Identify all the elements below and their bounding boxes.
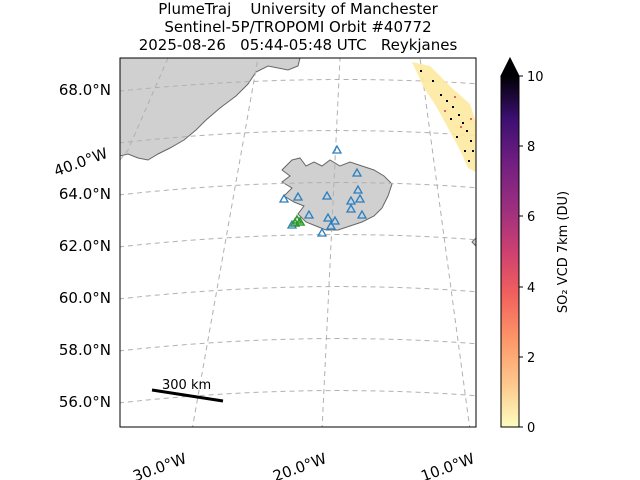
active-volcano-marker <box>289 217 301 227</box>
colorbar-tick: 0 <box>527 421 535 436</box>
active-volcano-marker <box>294 216 306 226</box>
map-frame <box>119 57 477 428</box>
lon-label: 10.0°W <box>418 449 477 480</box>
map-area: 300 km <box>120 58 476 427</box>
volcano-marker <box>354 193 366 203</box>
volcano-marker <box>321 190 333 200</box>
colorbar-tick: 6 <box>527 210 535 225</box>
lat-label: 68.0°N <box>59 81 111 99</box>
volcano-marker <box>303 209 315 219</box>
longitude-gridlines <box>120 58 471 427</box>
volcano-marker <box>356 209 368 219</box>
lat-label: 60.0°N <box>59 289 111 307</box>
lat-label: 62.0°N <box>59 237 111 255</box>
reykjanes-marker <box>289 214 306 227</box>
greenland-landmass <box>120 58 301 161</box>
colorbar-tick: 2 <box>527 351 535 366</box>
volcano-marker <box>322 212 334 222</box>
colorbar-tick: 10 <box>527 70 544 85</box>
figure-title: PlumeTraj University of Manchester Senti… <box>0 0 596 54</box>
lat-label: 64.0°N <box>59 185 111 203</box>
lat-label: 56.0°N <box>59 393 111 411</box>
volcano-marker <box>278 193 290 203</box>
colorbar: 0 2 4 6 8 10 SO₂ VCD 7km (DU) <box>500 56 571 436</box>
colorbar-tick: 4 <box>527 281 535 296</box>
volcano-marker <box>331 144 343 154</box>
lon-label: 30.0°W <box>130 449 189 480</box>
lon-label-left: 40.0°W <box>52 144 111 180</box>
colorbar-label: SO₂ VCD 7km (DU) <box>556 191 571 313</box>
title-line-2: Sentinel-5P/TROPOMI Orbit #40772 <box>164 18 432 36</box>
scale-bar <box>151 388 224 403</box>
lon-label: 20.0°W <box>270 449 329 480</box>
volcano-marker <box>325 220 337 230</box>
longitude-labels: 30.0°W 20.0°W 10.0°W <box>130 449 477 480</box>
volcano-marker <box>316 227 328 237</box>
colorbar-tick: 8 <box>527 140 535 155</box>
volcano-marker <box>351 167 363 177</box>
lat-label: 58.0°N <box>59 341 111 359</box>
scale-bar-label: 300 km <box>162 378 211 393</box>
volcano-marker <box>352 184 364 194</box>
title-line-1: PlumeTraj University of Manchester <box>158 0 438 18</box>
volcano-marker <box>292 191 304 201</box>
so2-swath <box>412 62 476 172</box>
volcano-marker <box>345 203 357 213</box>
volcano-marker <box>286 219 298 229</box>
colorbar-extend-arrow <box>500 56 520 77</box>
volcano-markers <box>278 144 368 237</box>
title-line-3: 2025-08-26 05:44-05:48 UTC Reykjanes <box>138 36 458 54</box>
colorbar-gradient <box>500 75 520 428</box>
latitude-labels: 68.0°N 64.0°N 62.0°N 60.0°N 58.0°N 56.0°… <box>59 81 111 411</box>
volcano-marker <box>329 215 341 225</box>
